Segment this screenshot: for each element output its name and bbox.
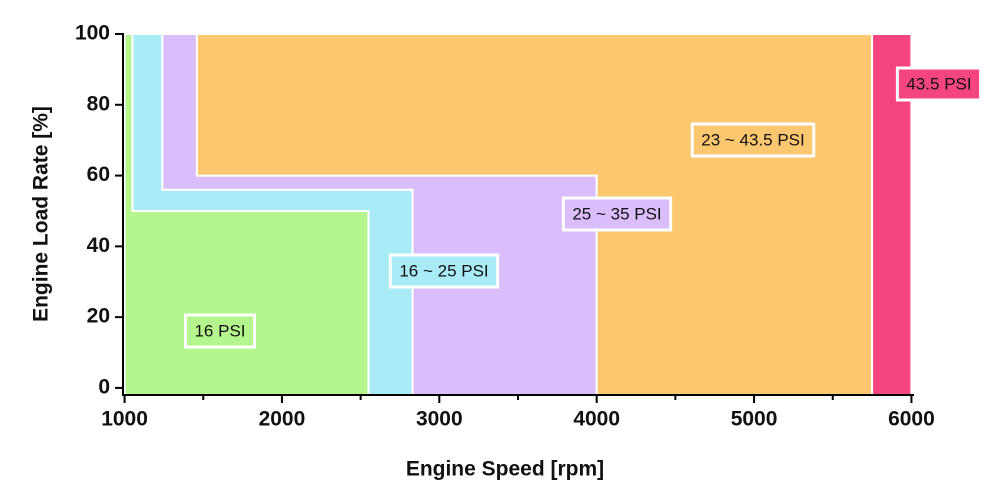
x-tick-label: 1000	[101, 408, 148, 431]
y-tick-label: 80	[87, 92, 110, 115]
region-label: 23 ~ 43.5 PSI	[701, 130, 805, 149]
region-label-box: 25 ~ 35 PSI	[561, 196, 673, 232]
y-tick-label: 60	[87, 163, 110, 186]
region-label-box: 23 ~ 43.5 PSI	[690, 122, 816, 158]
region-label: 43.5 PSI	[906, 74, 971, 93]
x-tick-label: 5000	[731, 408, 778, 431]
y-tick-label: 20	[87, 305, 110, 328]
region-label-box: 16 PSI	[183, 313, 257, 349]
region-label-box: 16 ~ 25 PSI	[388, 253, 500, 289]
label-box	[183, 313, 257, 349]
x-tick-label: 4000	[573, 408, 620, 431]
region-label: 16 PSI	[194, 321, 245, 340]
label-box	[690, 122, 816, 158]
x-axis-title: Engine Speed [rpm]	[406, 458, 604, 481]
y-tick-label: 40	[87, 234, 110, 257]
x-tick-label: 6000	[888, 408, 935, 431]
label-box	[388, 253, 500, 289]
y-tick-label: 0	[98, 375, 110, 398]
region-label-box: 43.5 PSI	[895, 66, 983, 102]
region-label: 25 ~ 35 PSI	[572, 204, 661, 223]
y-tick-label: 100	[75, 22, 110, 45]
label-box	[895, 66, 983, 102]
y-axis-title: Engine Load Rate [%]	[30, 106, 53, 322]
label-box	[561, 196, 673, 232]
region-label: 16 ~ 25 PSI	[399, 261, 488, 280]
x-tick-label: 2000	[259, 408, 306, 431]
x-tick-label: 3000	[416, 408, 463, 431]
